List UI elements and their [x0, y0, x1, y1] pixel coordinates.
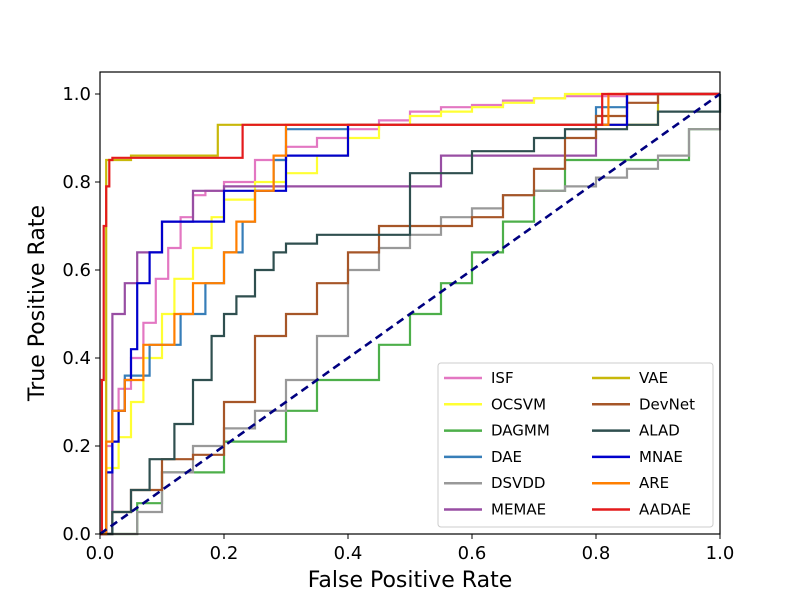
x-tick-label: 0.2 [210, 543, 239, 564]
legend-label-alad: ALAD [639, 422, 680, 440]
x-tick-label: 0.0 [86, 543, 115, 564]
chance-diagonal-line [99, 92, 721, 536]
legend-label-are: ARE [639, 474, 669, 492]
y-tick-label: 0.4 [62, 348, 91, 369]
legend-label-mnae: MNAE [639, 448, 683, 466]
y-tick-label: 0.8 [62, 172, 91, 193]
y-axis-ticks: 0.0 0.2 0.4 0.6 0.8 1.0 [62, 84, 100, 545]
x-tick-label: 0.4 [334, 543, 363, 564]
legend-label-dsvdd: DSVDD [491, 474, 545, 492]
x-axis-title: False Positive Rate [308, 568, 512, 593]
legend-label-ocsvm: OCSVM [491, 395, 546, 413]
series-line-alad [100, 94, 722, 536]
x-tick-label: 0.8 [582, 543, 611, 564]
axes-frame [99, 71, 721, 535]
x-tick-label: 1.0 [706, 543, 735, 564]
legend-label-devnet: DevNet [639, 395, 695, 413]
legend-label-isf: ISF [491, 369, 514, 387]
series-line-aadae [100, 92, 720, 536]
legend-box [437, 362, 714, 528]
legend-label-vae: VAE [639, 369, 668, 387]
series-line-dagmm [100, 128, 720, 536]
y-tick-label: 0.6 [62, 260, 91, 281]
x-axis-ticks: 0.0 0.2 0.4 0.6 0.8 1.0 [86, 534, 735, 564]
series-line-memae [100, 92, 720, 536]
y-tick-label: 1.0 [62, 84, 91, 105]
legend-label-dae: DAE [491, 448, 522, 466]
y-tick-label: 0.0 [62, 524, 91, 545]
legend-label-dagmm: DAGMM [491, 422, 550, 440]
legend: ISF OCSVM DAGMM DAE DSVDD MEMAE VAE DevNet ALAD M… [437, 362, 714, 528]
x-tick-label: 0.6 [458, 543, 487, 564]
legend-label-aadae: AADAE [639, 501, 691, 519]
legend-label-memae: MEMAE [491, 501, 546, 519]
plot-area [99, 92, 722, 536]
y-tick-label: 0.2 [62, 436, 91, 457]
y-axis-title: True Positive Rate [25, 205, 50, 402]
